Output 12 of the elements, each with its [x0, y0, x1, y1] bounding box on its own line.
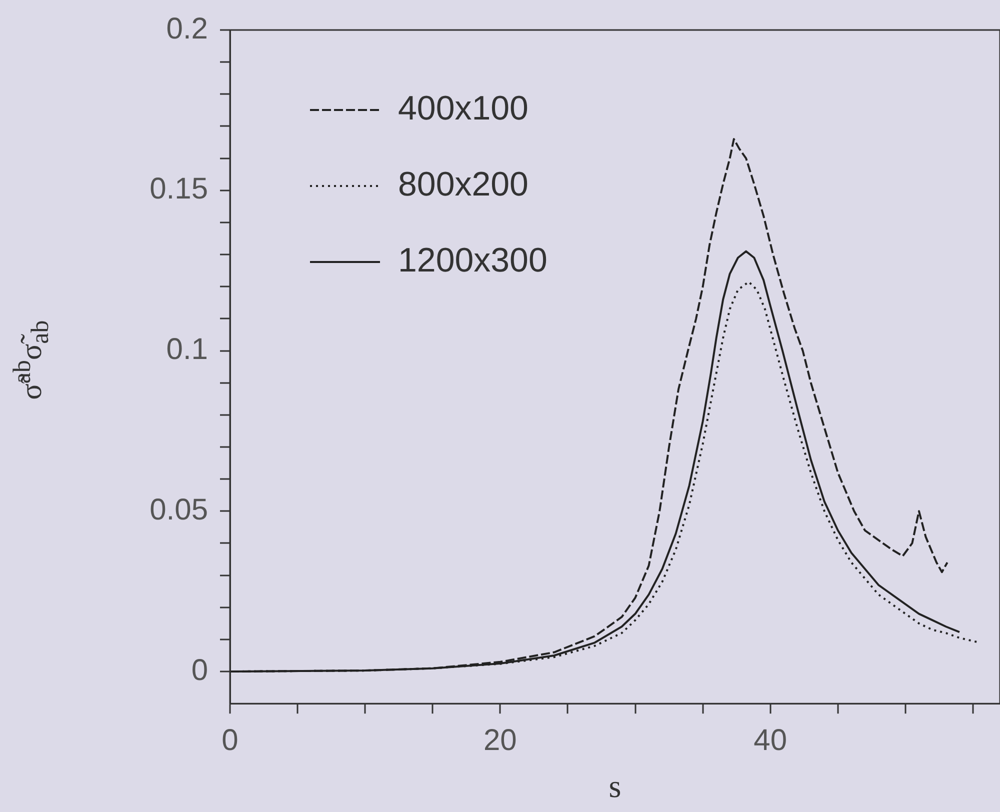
legend-label: 1200x300	[398, 241, 548, 280]
x-tick-label: 40	[754, 724, 788, 757]
x-tick-label: 20	[483, 724, 517, 757]
y-tick-label: 0	[191, 654, 208, 687]
x-tick-label: 0	[222, 724, 238, 757]
y-tick-label: 0.2	[166, 12, 208, 46]
legend-label: 800x200	[398, 165, 528, 204]
y-tick-label: 0.15	[150, 172, 208, 206]
legend-label: 400x100	[398, 89, 528, 128]
y-tick-label: 0.1	[166, 333, 208, 366]
y-tick-label: 0.05	[150, 493, 208, 526]
x-axis-title: s	[608, 768, 622, 804]
